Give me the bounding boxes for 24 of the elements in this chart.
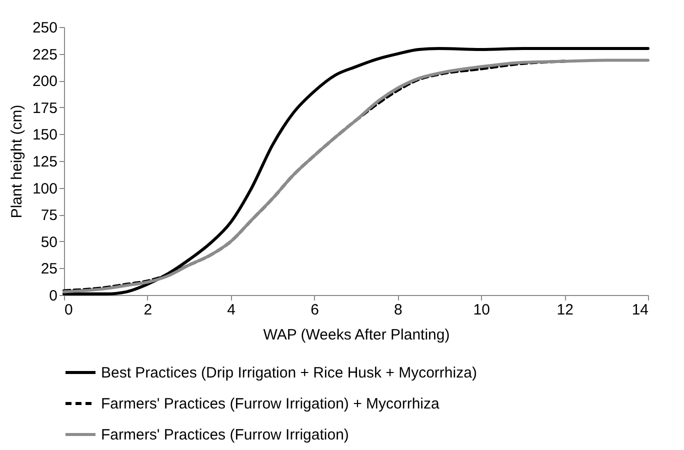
y-tick-label: 25 (40, 260, 58, 278)
y-tick-label: 100 (32, 180, 58, 198)
legend-label: Farmers' Practices (Furrow Irrigation) (101, 426, 349, 444)
y-tick-label: 150 (32, 126, 58, 144)
x-axis-title: WAP (Weeks After Planting) (263, 326, 450, 344)
y-axis-title: Plant height (cm) (8, 104, 26, 218)
y-tick-label: 250 (32, 20, 58, 36)
y-tick-label: 200 (32, 73, 58, 90)
x-tick-label: 0 (64, 302, 73, 318)
x-tick-label: 2 (144, 302, 152, 318)
legend-label: Farmers' Practices (Furrow Irrigation) + Mycorrhiza (101, 396, 440, 412)
x-tick-label: 10 (473, 302, 490, 318)
y-tick-label: 175 (32, 100, 58, 117)
x-tick-label: 14 (632, 302, 648, 318)
x-tick-label: 4 (227, 302, 236, 318)
y-tick-label: 0 (49, 288, 58, 304)
x-tick-label: 8 (394, 302, 402, 318)
y-tick-label: 50 (40, 234, 58, 251)
y-tick-label: 125 (32, 154, 58, 170)
x-tick-label: 12 (556, 302, 574, 318)
y-tick-label: 75 (40, 207, 58, 224)
x-tick-label: 6 (310, 302, 319, 318)
y-tick-label: 225 (32, 46, 58, 64)
legend-label: Best Practices (Drip Irrigation + Rice Husk + Mycorrhiza) (101, 364, 477, 382)
